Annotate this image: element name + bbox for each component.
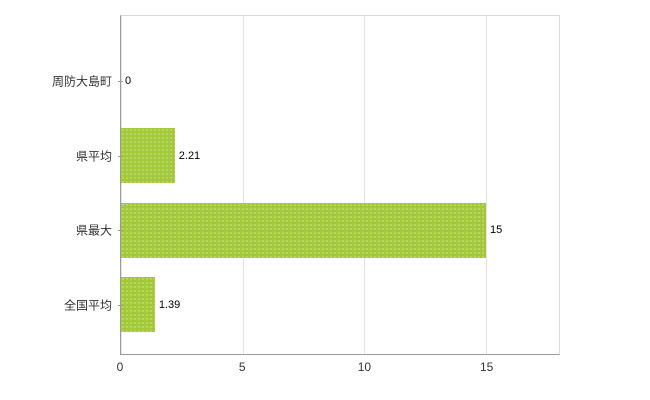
value-label: 15	[490, 224, 503, 237]
x-tick-label: 0	[116, 360, 124, 374]
y-axis-label: 全国平均	[63, 298, 112, 313]
gridline	[486, 16, 487, 354]
value-label: 0	[125, 75, 132, 88]
gridline	[242, 16, 244, 354]
gridline	[364, 16, 366, 354]
x-tick-label: 15	[479, 360, 494, 374]
value-label: 1.39	[158, 298, 181, 311]
y-axis-label: 県平均	[75, 149, 112, 164]
bar	[121, 202, 486, 258]
y-axis-label: 周防大島町	[51, 74, 112, 89]
bar-row: 県平均 2.21	[76, 119, 559, 194]
gridline	[121, 16, 122, 354]
bar-rows: 周防大島町 0 県平均 2.21 県最大 15 全国平均	[52, 16, 559, 354]
x-tick-label: 5	[238, 360, 246, 374]
bar-row: 周防大島町 0	[52, 44, 559, 119]
x-tick-label: 10	[357, 360, 372, 374]
bar	[121, 277, 155, 333]
y-tick-mark	[118, 304, 123, 306]
plot-area: 周防大島町 0 県平均 2.21 県最大 15 全国平均	[52, 15, 560, 355]
y-tick-mark	[118, 230, 123, 232]
x-axis: 0 5 10 15	[116, 360, 560, 380]
bar-row: 県最大 15	[76, 193, 559, 268]
y-tick-mark	[118, 81, 123, 83]
bar-row: 全国平均 1.39	[64, 268, 559, 343]
y-axis-label: 県最大	[75, 223, 112, 238]
bar	[121, 128, 175, 184]
y-tick-mark	[118, 155, 123, 157]
value-label: 2.21	[178, 149, 201, 162]
